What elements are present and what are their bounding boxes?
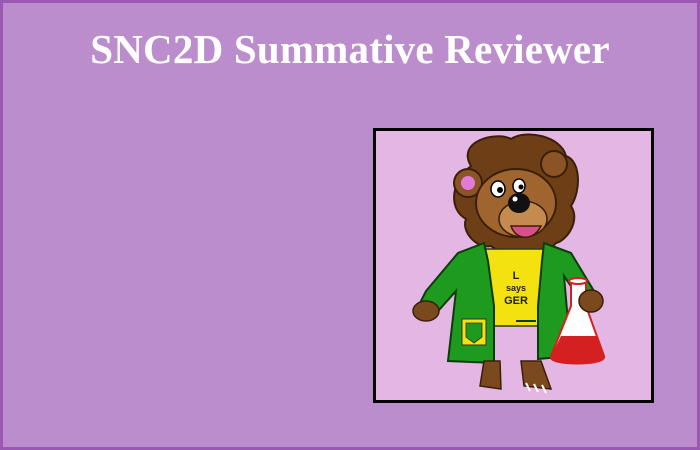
mascot-picture: L says GER xyxy=(373,128,654,403)
page-title: SNC2D Summative Reviewer xyxy=(90,26,610,72)
shirt-text-line3: GER xyxy=(504,295,528,307)
shirt-text-line2: says xyxy=(506,283,526,293)
shirt-text-line1: L xyxy=(513,270,520,282)
lion-scientist-icon: L says GER xyxy=(412,133,605,394)
